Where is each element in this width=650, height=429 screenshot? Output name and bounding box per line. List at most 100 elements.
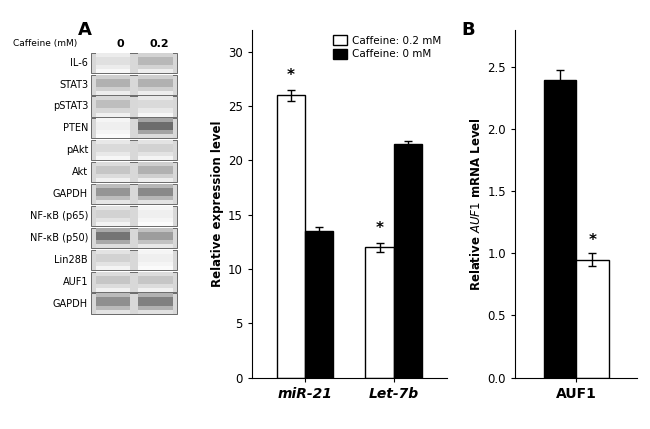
Bar [96, 214, 130, 218]
Bar [92, 97, 177, 117]
Bar [96, 65, 130, 69]
Bar [138, 109, 172, 112]
Bar [96, 222, 130, 226]
Bar [96, 134, 130, 139]
Bar [96, 280, 130, 284]
Bar [96, 148, 130, 152]
Bar [96, 240, 130, 244]
Bar [138, 272, 172, 275]
Bar [96, 192, 130, 196]
Bar [96, 69, 130, 73]
Bar [96, 293, 130, 297]
Bar [138, 97, 172, 100]
Bar [138, 218, 172, 222]
Bar [92, 118, 177, 139]
Bar [96, 166, 130, 170]
Bar [138, 250, 172, 254]
Bar [96, 82, 130, 87]
Bar [138, 127, 172, 130]
Text: *: * [588, 233, 596, 248]
Bar [96, 297, 130, 302]
Text: PTEN: PTEN [62, 124, 88, 133]
Bar [96, 122, 130, 127]
Bar [138, 134, 172, 139]
Bar [96, 196, 130, 200]
Bar [96, 178, 130, 182]
Bar [138, 214, 172, 218]
Bar [92, 162, 177, 182]
Bar [96, 302, 130, 305]
Text: GAPDH: GAPDH [53, 189, 88, 199]
Bar [96, 109, 130, 112]
Bar [138, 53, 172, 57]
Bar [96, 140, 130, 144]
Bar [394, 144, 422, 378]
Bar [138, 200, 172, 204]
Bar [138, 130, 172, 134]
Bar [96, 170, 130, 174]
Text: A: A [77, 21, 92, 39]
Bar [138, 244, 172, 248]
Bar [138, 79, 172, 82]
Bar [576, 260, 608, 378]
Bar [138, 162, 172, 166]
Bar [138, 310, 172, 314]
Bar [96, 288, 130, 292]
Bar [138, 222, 172, 226]
Bar [96, 105, 130, 109]
Bar [138, 166, 172, 170]
Bar [138, 178, 172, 182]
Bar [138, 118, 172, 122]
Bar [277, 95, 305, 378]
Y-axis label: Relative $\mathit{AUF1}$ mRNA Level: Relative $\mathit{AUF1}$ mRNA Level [469, 117, 484, 290]
Bar [138, 140, 172, 144]
Bar [96, 112, 130, 117]
Text: 0.2: 0.2 [149, 39, 169, 49]
Bar [138, 262, 172, 266]
Bar [96, 266, 130, 270]
Bar [138, 228, 172, 232]
Bar [96, 272, 130, 275]
Bar [96, 57, 130, 60]
Bar [138, 288, 172, 292]
Bar [96, 200, 130, 204]
Bar [138, 302, 172, 305]
Bar [138, 82, 172, 87]
Text: IL-6: IL-6 [70, 57, 88, 68]
Text: Akt: Akt [72, 167, 88, 177]
Bar [96, 184, 130, 188]
Bar [138, 87, 172, 91]
Bar [138, 156, 172, 160]
Bar [138, 188, 172, 192]
Bar [138, 75, 172, 79]
Text: *: * [287, 68, 295, 83]
Bar [96, 305, 130, 310]
Bar [92, 53, 177, 73]
Bar [138, 144, 172, 148]
Bar [305, 231, 333, 378]
Bar [138, 91, 172, 95]
Bar [138, 192, 172, 196]
Text: B: B [462, 21, 474, 39]
Bar [138, 100, 172, 105]
Bar [96, 284, 130, 288]
Bar [92, 75, 177, 95]
Bar [96, 218, 130, 222]
Bar [96, 236, 130, 240]
Bar [96, 250, 130, 254]
Bar [138, 170, 172, 174]
Bar [138, 196, 172, 200]
Text: AUF1: AUF1 [62, 277, 88, 287]
Bar [138, 174, 172, 178]
Bar [96, 210, 130, 214]
Bar [138, 57, 172, 60]
Bar [92, 206, 177, 226]
Bar [96, 100, 130, 105]
Text: STAT3: STAT3 [59, 80, 88, 90]
Bar [138, 152, 172, 156]
Bar [138, 112, 172, 117]
Bar [138, 240, 172, 244]
Text: pSTAT3: pSTAT3 [53, 102, 88, 112]
Bar [96, 79, 130, 82]
Bar [138, 148, 172, 152]
